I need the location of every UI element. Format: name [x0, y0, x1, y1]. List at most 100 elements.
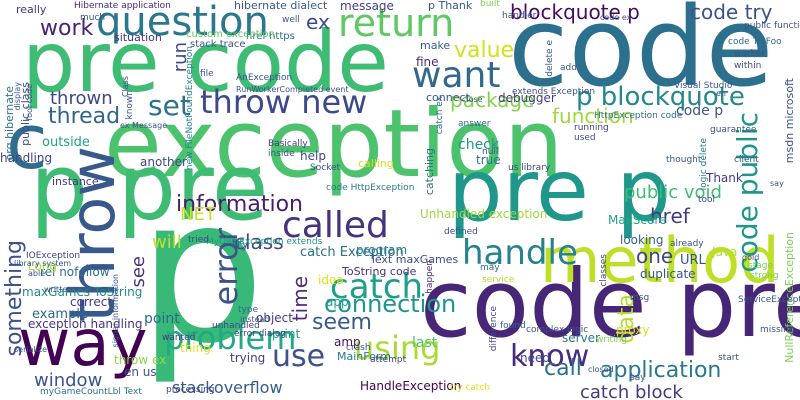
word: application [600, 358, 722, 383]
word: href https [246, 31, 295, 42]
word: code TryFoo [728, 37, 782, 47]
word: stackoverflow [172, 378, 283, 397]
word: throw ex [114, 353, 167, 367]
word: extends Exception [512, 87, 596, 97]
word: p pre [30, 134, 269, 241]
word: trying [230, 351, 266, 365]
word: msg [630, 293, 650, 303]
word: problem [164, 319, 297, 357]
word: built [480, 0, 500, 9]
word: within [734, 61, 762, 71]
word: question [96, 0, 269, 45]
word: start [718, 353, 739, 363]
word: need [520, 351, 550, 365]
word: display [13, 82, 22, 111]
word: seem [312, 310, 372, 335]
word: situation [114, 31, 162, 44]
word: maxGames ToString [22, 285, 143, 299]
word: tried [188, 235, 209, 245]
word: crash [346, 343, 371, 353]
word: may [480, 263, 500, 273]
word: code HttpException [326, 183, 415, 193]
word: Long [28, 259, 58, 273]
word: function [552, 104, 634, 128]
word: say [630, 373, 646, 383]
word: answer [458, 119, 491, 129]
word: server [562, 331, 600, 345]
word: unhandled [212, 321, 260, 331]
word: us library [508, 163, 551, 173]
word: check [458, 137, 499, 153]
word: AnException [236, 73, 293, 83]
word: class [234, 230, 284, 254]
word: program [356, 243, 408, 257]
word: well [282, 15, 300, 25]
word: catch [330, 267, 424, 307]
word: written [44, 285, 73, 294]
word: see [128, 256, 149, 288]
word: error dialog [234, 329, 287, 339]
word: pre p [448, 141, 671, 241]
word: thread [48, 104, 121, 129]
word: Class [121, 76, 130, 98]
word: outside [42, 135, 90, 150]
word: app [326, 295, 349, 309]
word: serialize [14, 345, 48, 354]
word: signar information [111, 274, 120, 348]
word: amp [334, 335, 361, 349]
word: HandleException [360, 379, 462, 393]
word: new FileNotFoundException [185, 46, 195, 171]
word: MaxScore [608, 213, 667, 227]
word: exception handling [28, 317, 143, 331]
word: NET [180, 204, 216, 225]
word: hibernate dialect [234, 0, 328, 12]
word: delete e [545, 40, 555, 77]
word: method [540, 224, 780, 297]
word: exception [104, 90, 564, 199]
word: catch block [580, 382, 683, 400]
word: Socket [310, 163, 341, 173]
word: p blockquote [576, 82, 745, 112]
word: add [560, 63, 577, 73]
word: client [734, 155, 759, 165]
word: handling [0, 151, 53, 165]
word: use [272, 339, 326, 374]
word: p [138, 155, 265, 388]
word: MyOwnException extends [206, 237, 323, 247]
word: blockquote p [510, 0, 640, 24]
word: make [420, 39, 451, 52]
word: missing [760, 325, 795, 335]
word: instead [240, 315, 270, 324]
word: happen [425, 260, 435, 294]
word: message [340, 0, 394, 13]
word: strong [750, 271, 779, 281]
word: URL [680, 253, 706, 268]
word: thought [666, 155, 702, 165]
word: time [288, 276, 312, 322]
word: point [144, 311, 180, 327]
word: connect [426, 91, 470, 104]
word: connection [324, 290, 457, 318]
word: HttpException code [594, 111, 683, 121]
word: last [412, 335, 438, 351]
word: closed [588, 365, 614, 374]
word: try [232, 237, 249, 251]
word: will [152, 232, 182, 253]
word: handle [462, 233, 578, 273]
word: RunWorkerCompleted event [236, 85, 349, 94]
word: handler [502, 11, 537, 21]
word: found [500, 321, 526, 331]
word: way [18, 307, 148, 381]
word: object [256, 311, 293, 325]
word: href [650, 204, 690, 228]
word: processing [166, 385, 215, 395]
word: fine [416, 55, 439, 69]
word: close [462, 95, 483, 104]
word: library system [14, 259, 72, 268]
word: en [716, 89, 726, 98]
word: wanted [162, 333, 196, 343]
word: Hibernate application [74, 1, 171, 11]
word: package [450, 88, 535, 112]
word: really [16, 3, 47, 16]
